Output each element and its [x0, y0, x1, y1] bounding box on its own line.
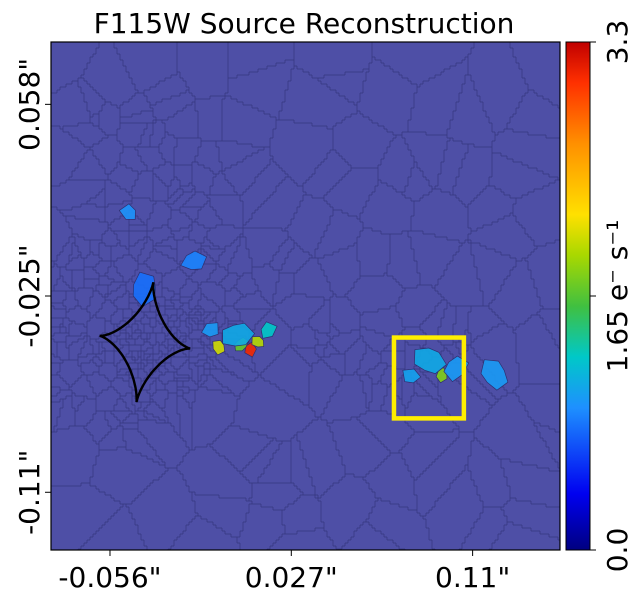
colorbar-gradient — [565, 41, 591, 551]
chart-title: F115W Source Reconstruction — [94, 7, 515, 40]
source-pixel — [201, 322, 219, 338]
y-tick-label: 0.058" — [13, 58, 46, 151]
x-tick-label: 0.11" — [435, 561, 510, 594]
x-axis: -0.056" 0.027" 0.11" — [58, 550, 510, 594]
source-pixel — [414, 347, 447, 375]
colorbar-mid-label: 1.65 e⁻ s⁻¹ — [601, 220, 634, 373]
source-pixel — [212, 340, 226, 356]
source-pixel — [180, 250, 208, 270]
source-pixel — [260, 321, 278, 339]
y-axis: 0.058" -0.025" -0.11" — [13, 58, 51, 535]
y-tick-label: -0.025" — [13, 244, 46, 347]
source-pixel — [222, 322, 256, 347]
voronoi-mesh — [51, 42, 560, 550]
x-tick-label: 0.027" — [245, 561, 338, 594]
x-tick-label: -0.056" — [58, 561, 161, 594]
highlight-box — [391, 335, 467, 421]
source-pixel — [480, 359, 509, 391]
colorbar-tick-label: 0.0 — [601, 528, 634, 573]
colorbar-tick-label: 3.3 — [601, 20, 634, 65]
source-pixel — [118, 203, 136, 220]
source-pixel — [402, 368, 422, 384]
plot-area — [50, 41, 561, 551]
caustic-curve — [99, 282, 191, 403]
colorbar-mid-value: 1.65 — [601, 310, 634, 372]
source-plane-background — [51, 42, 560, 550]
colorbar: 0.0 3.3 1.65 e⁻ s⁻¹ — [565, 20, 634, 573]
y-tick-label: -0.11" — [13, 450, 46, 535]
colorbar-unit: e⁻ s⁻¹ — [601, 220, 634, 302]
voronoi-cell-edges — [51, 42, 560, 550]
